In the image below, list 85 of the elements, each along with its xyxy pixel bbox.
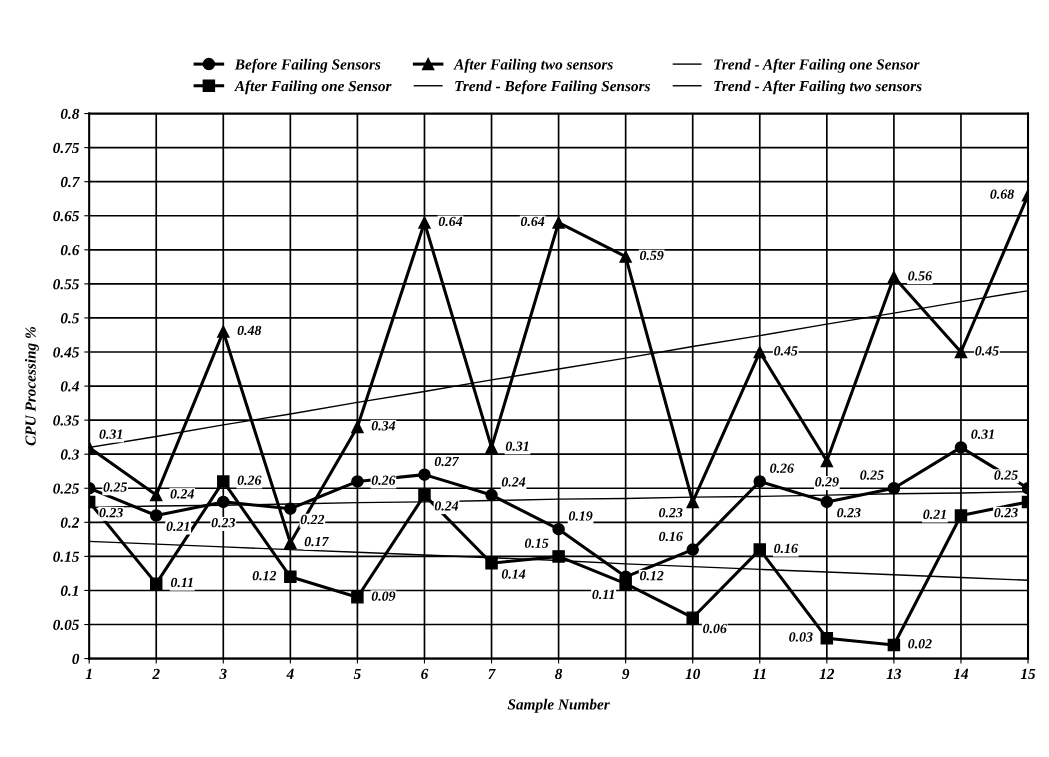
legend-label: Trend - Before Failing Sensors xyxy=(455,80,650,95)
data-label: 0.64 xyxy=(438,216,463,227)
y-tick-label: 0.05 xyxy=(53,619,80,631)
data-label: 0.24 xyxy=(434,501,459,511)
data-label: 0.64 xyxy=(520,216,545,227)
data-label: 0.26 xyxy=(770,463,794,473)
x-tick-label: 6 xyxy=(421,668,429,680)
y-tick-label: 0.35 xyxy=(53,415,80,426)
data-label: 0.12 xyxy=(252,570,277,581)
x-tick-label: 15 xyxy=(1020,668,1036,680)
data-label: 0.17 xyxy=(304,536,329,547)
data-label: 0.12 xyxy=(639,570,664,581)
y-tick-label: 0.65 xyxy=(53,210,80,222)
data-label: 0.31 xyxy=(971,429,994,439)
x-tick-label: 12 xyxy=(819,668,835,679)
x-axis-title: Sample Number xyxy=(507,698,610,713)
y-tick-label: 0.75 xyxy=(53,142,80,154)
data-label: 0.06 xyxy=(703,623,727,634)
data-label: 0.26 xyxy=(371,475,396,485)
y-tick-label: 0.55 xyxy=(53,279,80,290)
y-tick-label: 0.5 xyxy=(60,313,80,324)
x-tick-label: 7 xyxy=(488,668,496,679)
y-tick-label: 0.6 xyxy=(60,244,80,256)
y-tick-label: 0.2 xyxy=(60,517,80,528)
x-tick-label: 5 xyxy=(353,668,361,680)
y-tick-label: 0.1 xyxy=(60,585,78,596)
x-tick-label: 13 xyxy=(886,668,902,680)
legend-label: Before Failing Sensors xyxy=(234,58,381,73)
x-tick-label: 11 xyxy=(752,668,766,679)
data-label: 0.19 xyxy=(568,511,593,521)
x-tick-label: 14 xyxy=(953,668,969,679)
data-label: 0.21 xyxy=(923,509,946,520)
data-label: 0.11 xyxy=(170,577,193,588)
data-label: 0.25 xyxy=(103,482,127,492)
data-label: 0.11 xyxy=(592,589,615,600)
data-label: 0.21 xyxy=(166,521,189,532)
legend-label: After Failing two sensors xyxy=(453,58,613,73)
x-tick-label: 9 xyxy=(622,668,630,680)
y-tick-label: 0.8 xyxy=(60,108,80,120)
data-label: 0.59 xyxy=(639,250,664,261)
data-label: 0.31 xyxy=(505,441,529,451)
data-label: 0.68 xyxy=(990,189,1014,199)
data-label: 0.56 xyxy=(908,271,933,281)
y-axis-title: CPU Processing % xyxy=(24,327,39,446)
data-label: 0.23 xyxy=(659,507,683,518)
data-label: 0.25 xyxy=(994,470,1018,480)
x-tick-label: 4 xyxy=(286,668,294,679)
data-label: 0.22 xyxy=(300,514,325,525)
y-tick-label: 0.45 xyxy=(53,347,80,358)
data-label: 0.03 xyxy=(789,632,813,642)
data-label: 0.23 xyxy=(99,507,123,518)
data-label: 0.14 xyxy=(501,569,526,579)
data-label: 0.23 xyxy=(837,507,861,518)
data-label: 0.29 xyxy=(815,477,839,487)
x-tick-label: 1 xyxy=(85,668,92,679)
data-label: 0.09 xyxy=(371,591,396,601)
legend-label: Trend - After Failing two sensors xyxy=(714,80,922,95)
x-tick-label: 10 xyxy=(685,668,701,680)
data-label: 0.34 xyxy=(371,421,396,431)
data-label: 0.15 xyxy=(524,538,549,548)
y-tick-label: 0.3 xyxy=(60,449,80,460)
legend-label: Trend - After Failing one Sensor xyxy=(714,58,920,73)
legend-label: After Failing one Sensor xyxy=(234,80,392,95)
y-tick-label: 0.7 xyxy=(60,176,80,188)
data-label: 0.16 xyxy=(774,543,798,554)
data-label: 0.48 xyxy=(237,325,262,336)
x-tick-label: 8 xyxy=(555,668,563,680)
x-tick-label: 3 xyxy=(219,668,227,680)
data-label: 0.25 xyxy=(860,470,884,480)
data-label: 0.23 xyxy=(211,517,236,528)
data-label: 0.31 xyxy=(99,429,122,439)
data-label: 0.24 xyxy=(501,477,526,487)
data-label: 0.02 xyxy=(908,639,932,649)
y-tick-label: 0.25 xyxy=(53,483,80,494)
y-tick-label: 0 xyxy=(72,653,80,665)
data-label: 0.27 xyxy=(434,456,460,467)
data-label: 0.26 xyxy=(237,475,262,485)
data-label: 0.45 xyxy=(975,346,999,356)
data-label: 0.16 xyxy=(659,531,683,542)
data-label: 0.23 xyxy=(994,507,1018,518)
y-tick-label: 0.4 xyxy=(60,381,79,392)
x-tick-label: 2 xyxy=(152,668,160,679)
y-tick-label: 0.15 xyxy=(53,551,80,562)
data-label: 0.24 xyxy=(170,489,194,499)
data-label: 0.45 xyxy=(774,346,798,356)
